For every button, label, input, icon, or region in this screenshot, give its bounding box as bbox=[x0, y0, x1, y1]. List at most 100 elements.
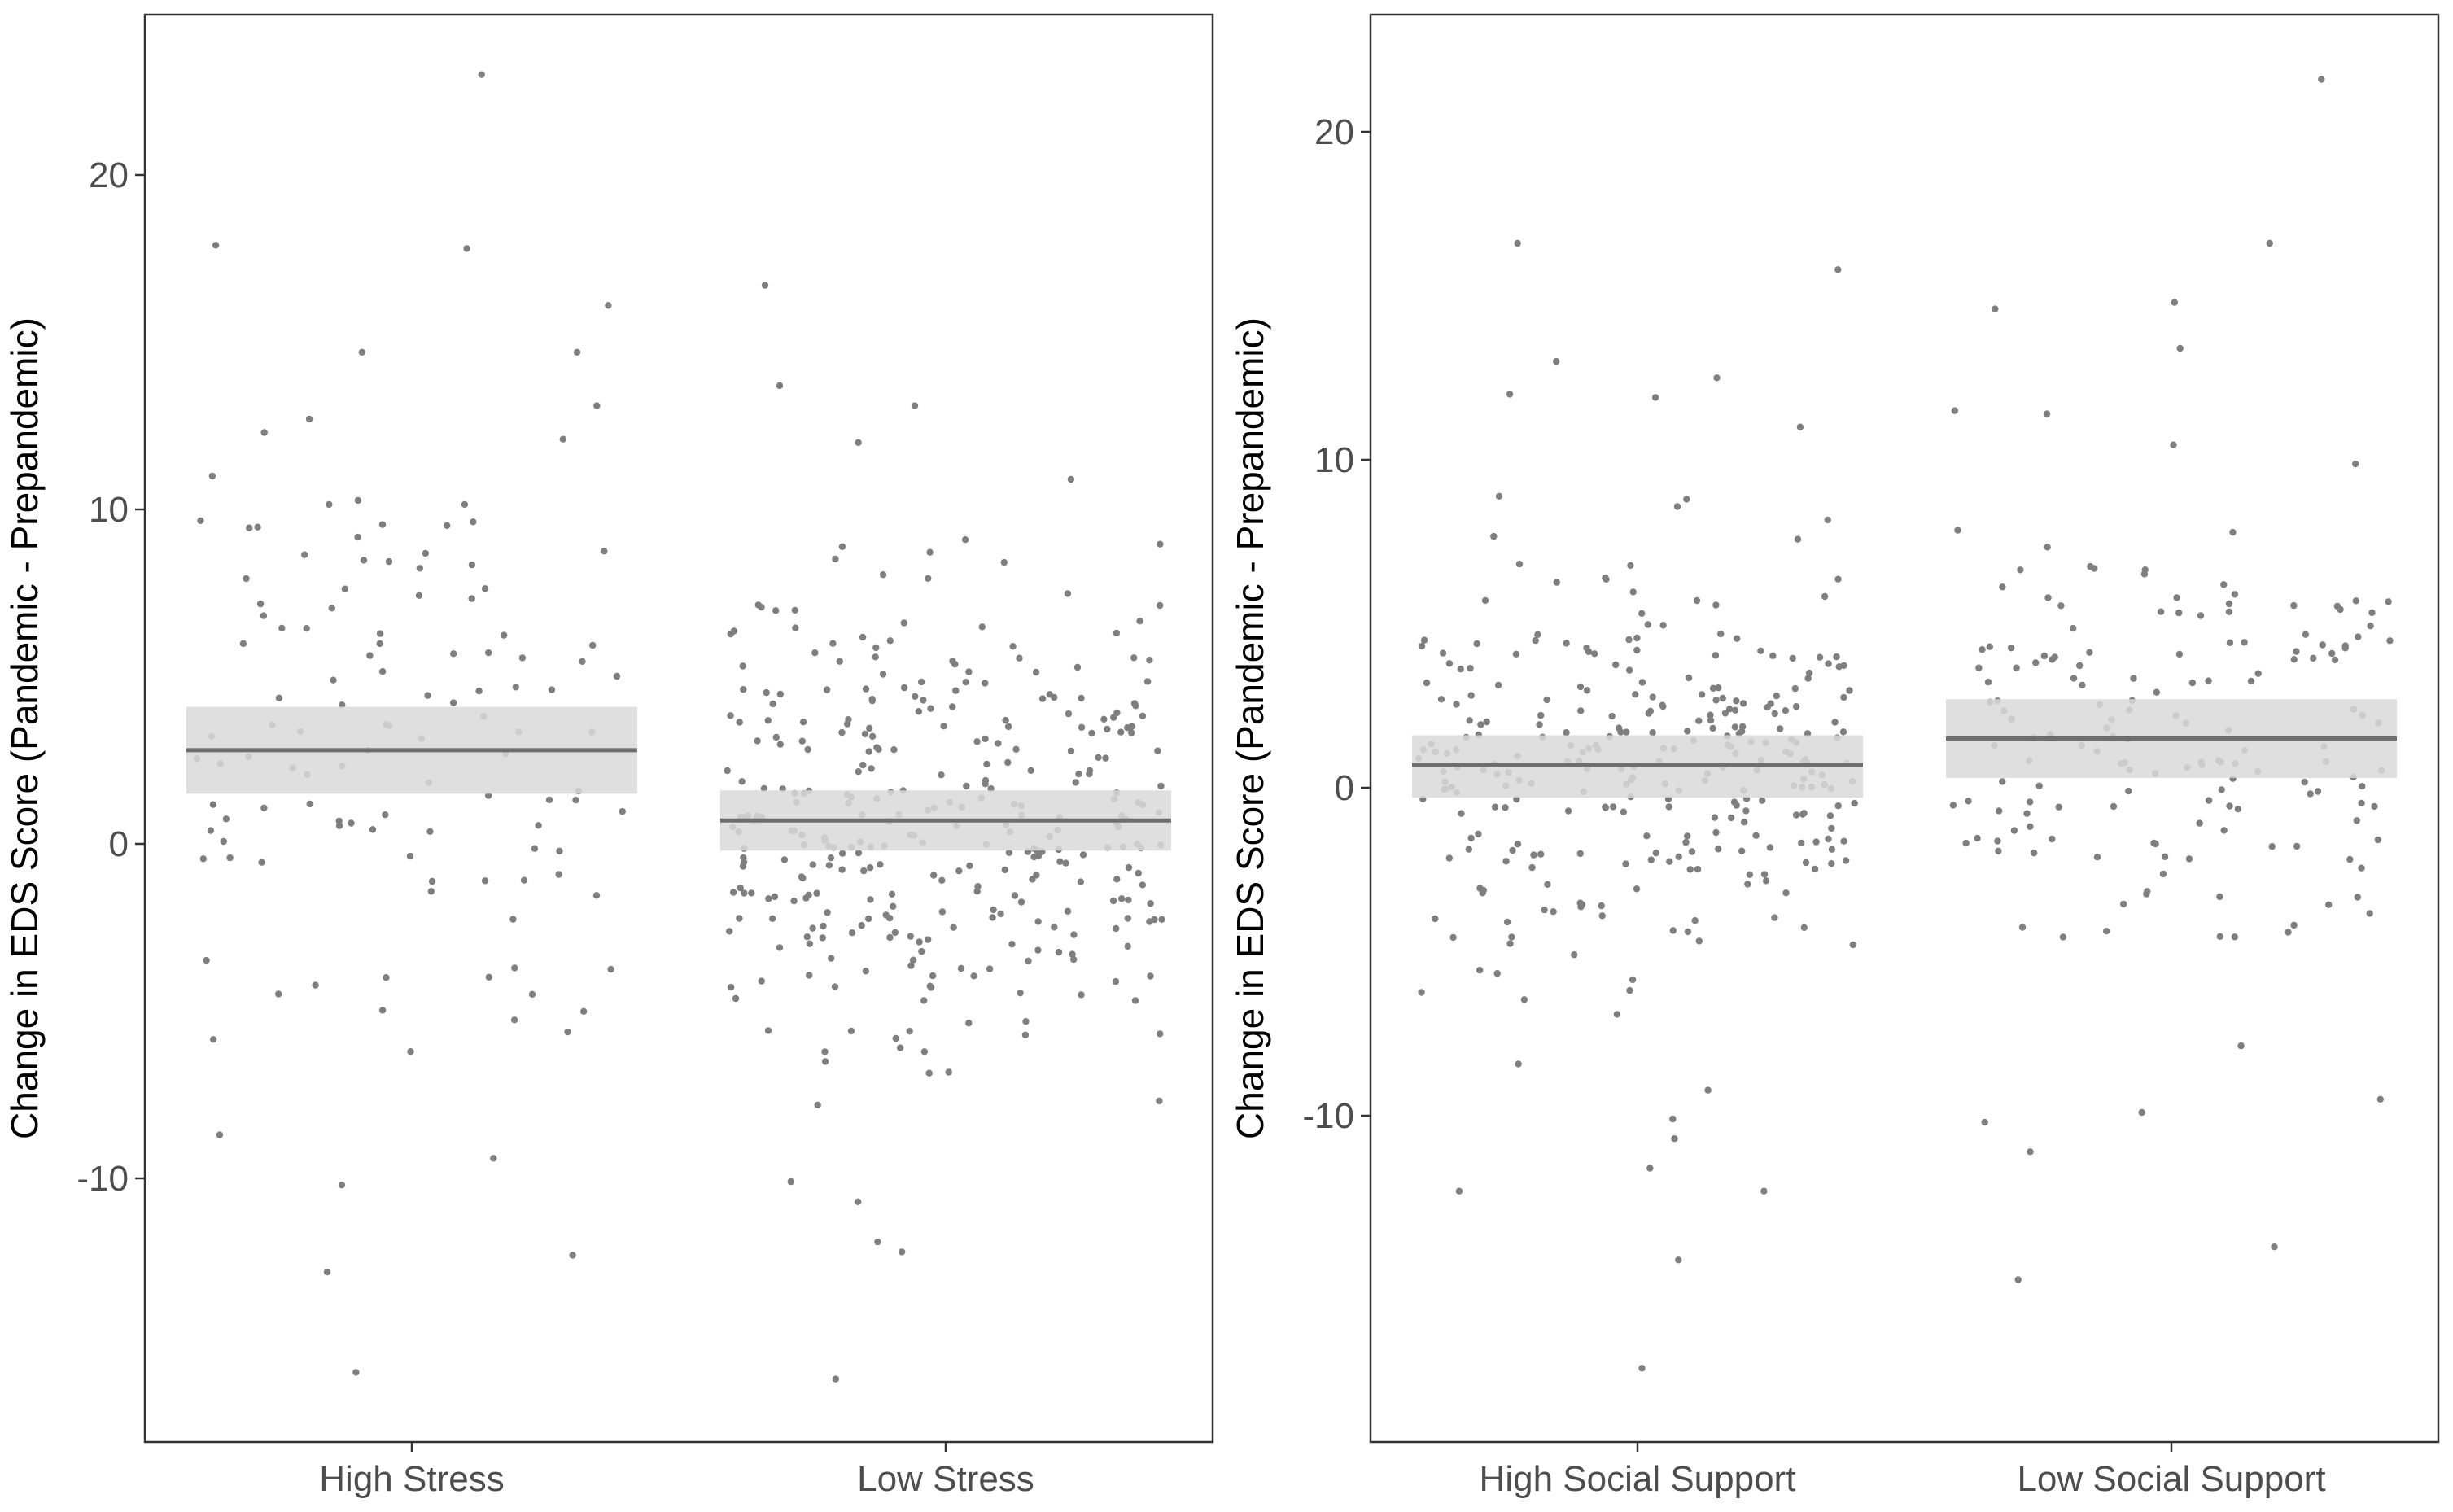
data-point bbox=[2353, 817, 2360, 824]
data-point bbox=[2328, 649, 2336, 658]
data-point bbox=[1766, 844, 1774, 851]
data-point bbox=[1563, 640, 1570, 647]
data-point bbox=[2141, 566, 2149, 574]
data-point bbox=[831, 983, 839, 990]
data-point bbox=[2170, 441, 2177, 448]
data-point bbox=[915, 708, 923, 715]
data-point bbox=[1986, 643, 1993, 650]
data-point bbox=[2027, 823, 2034, 830]
data-point bbox=[2171, 299, 2178, 306]
data-point bbox=[2120, 900, 2127, 908]
data-point bbox=[1684, 832, 1691, 840]
data-point bbox=[1746, 871, 1754, 879]
data-point bbox=[1118, 895, 1126, 902]
data-point bbox=[823, 686, 831, 693]
data-point bbox=[2138, 1108, 2145, 1117]
data-point bbox=[1620, 808, 1628, 815]
point-cloud-low-social-support bbox=[1949, 76, 2394, 1283]
data-point bbox=[2385, 598, 2392, 605]
data-point bbox=[821, 1058, 829, 1065]
data-point bbox=[1744, 881, 1751, 888]
data-point bbox=[891, 929, 899, 937]
data-point bbox=[2271, 1243, 2278, 1251]
data-point bbox=[1965, 798, 1972, 805]
data-point bbox=[2225, 600, 2233, 608]
data-point bbox=[855, 439, 862, 446]
data-point bbox=[2157, 608, 2165, 615]
data-point bbox=[2018, 924, 2027, 931]
data-point bbox=[1994, 837, 2001, 845]
data-point bbox=[771, 893, 779, 901]
data-point bbox=[1715, 846, 1722, 853]
data-point bbox=[212, 242, 220, 249]
data-point bbox=[1712, 828, 1720, 837]
data-point bbox=[2188, 679, 2197, 687]
data-point bbox=[222, 815, 230, 823]
data-point bbox=[1528, 863, 1536, 872]
data-point bbox=[1602, 574, 1609, 582]
data-point bbox=[1147, 972, 1154, 980]
data-point bbox=[485, 792, 492, 799]
data-point bbox=[920, 697, 927, 704]
data-point bbox=[1067, 475, 1075, 483]
data-point bbox=[769, 915, 776, 923]
data-point bbox=[729, 889, 737, 896]
data-point bbox=[1078, 694, 1085, 702]
data-point bbox=[207, 827, 215, 834]
data-point bbox=[1157, 1030, 1164, 1038]
y-tick-label: 0 bbox=[109, 824, 129, 864]
data-point bbox=[341, 585, 349, 592]
data-point bbox=[339, 701, 346, 709]
data-point bbox=[1725, 706, 1734, 713]
data-point bbox=[872, 644, 880, 652]
data-point bbox=[246, 524, 253, 531]
data-point bbox=[1139, 881, 1147, 889]
data-point bbox=[769, 700, 776, 708]
data-point bbox=[1633, 885, 1641, 893]
data-point bbox=[1432, 915, 1439, 923]
data-point bbox=[485, 973, 492, 981]
data-point bbox=[1825, 835, 1832, 843]
data-point bbox=[741, 889, 748, 897]
data-point bbox=[1695, 717, 1703, 724]
data-point bbox=[865, 748, 872, 755]
data-point bbox=[2196, 819, 2203, 827]
data-point bbox=[1502, 858, 1510, 865]
data-point bbox=[724, 767, 731, 775]
data-point bbox=[1828, 860, 1835, 867]
data-point bbox=[501, 631, 508, 639]
data-point bbox=[1577, 707, 1585, 714]
data-point bbox=[378, 521, 387, 528]
data-point bbox=[872, 653, 879, 661]
data-point bbox=[819, 934, 826, 942]
data-point bbox=[1695, 937, 1703, 945]
data-point bbox=[1001, 866, 1009, 874]
data-point bbox=[890, 746, 898, 754]
data-point bbox=[1078, 723, 1086, 731]
data-point bbox=[1782, 707, 1790, 714]
data-point bbox=[938, 771, 945, 779]
data-point bbox=[1034, 918, 1042, 925]
data-point bbox=[1004, 758, 1012, 767]
data-point bbox=[2086, 649, 2093, 656]
data-point bbox=[1612, 661, 1620, 669]
data-point bbox=[987, 784, 995, 793]
data-point bbox=[748, 889, 755, 897]
data-point bbox=[1992, 305, 1999, 312]
data-point bbox=[1495, 492, 1503, 500]
data-point bbox=[1564, 807, 1572, 815]
data-point bbox=[1777, 725, 1784, 732]
data-point bbox=[1571, 951, 1578, 959]
data-point bbox=[275, 990, 282, 998]
data-point bbox=[2087, 562, 2094, 570]
data-point bbox=[929, 972, 937, 980]
data-point bbox=[1623, 728, 1630, 736]
data-point bbox=[1804, 675, 1812, 682]
data-point bbox=[1502, 804, 1509, 811]
data-point bbox=[490, 1155, 497, 1162]
data-point bbox=[730, 627, 738, 635]
data-point bbox=[799, 719, 807, 726]
data-point bbox=[978, 623, 986, 631]
data-point bbox=[925, 1069, 933, 1077]
data-point bbox=[2197, 612, 2205, 619]
